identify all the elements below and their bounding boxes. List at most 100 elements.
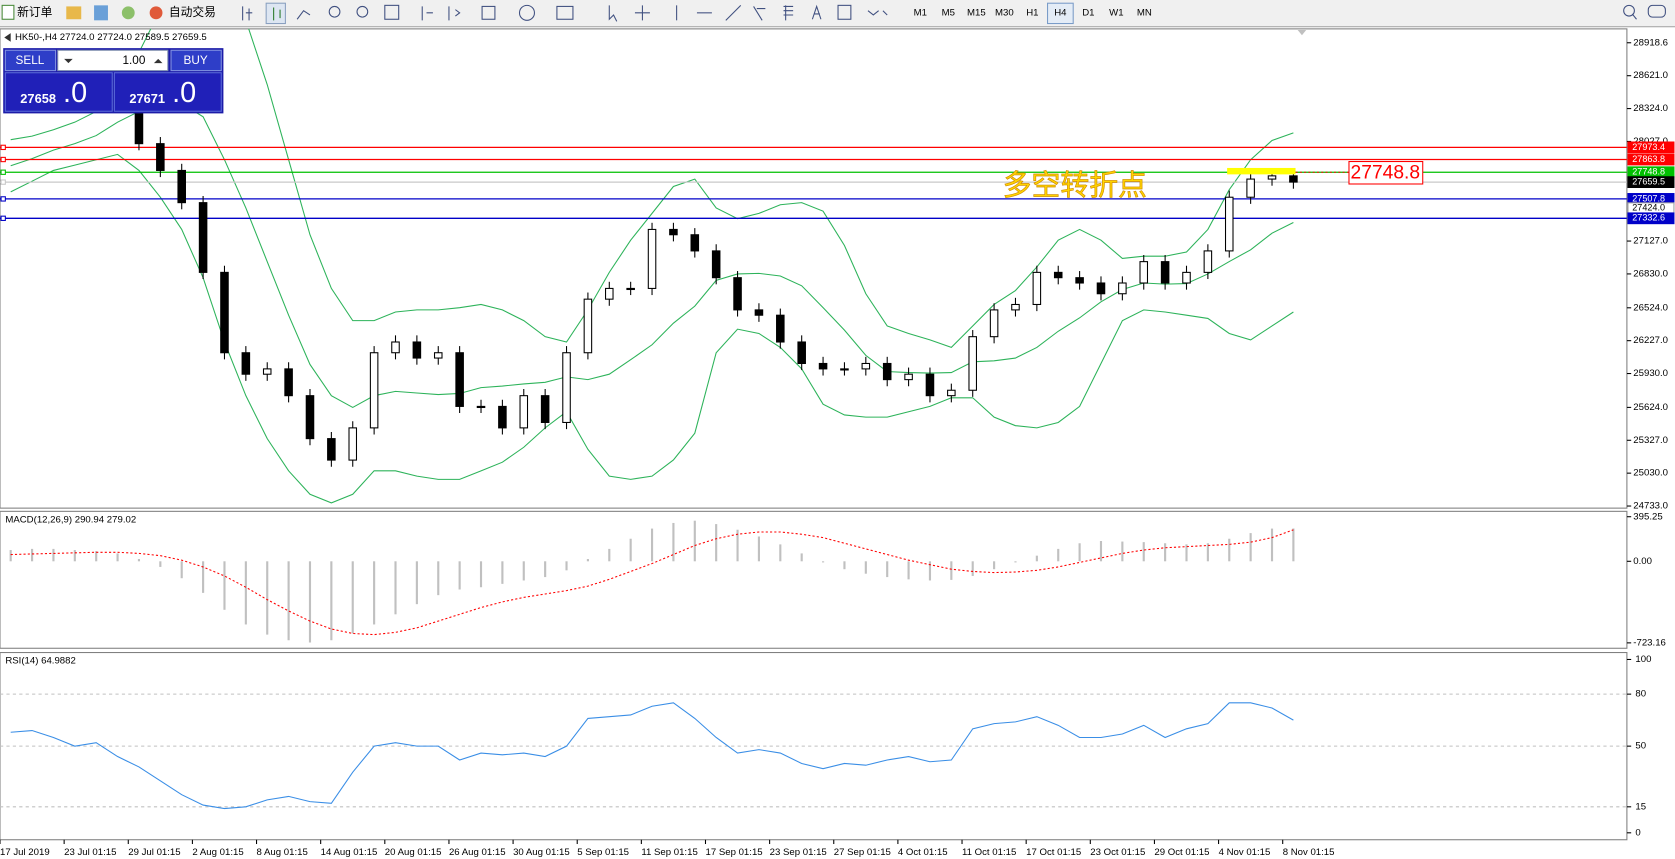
macd-bar: [993, 561, 996, 570]
candle-body: [348, 427, 358, 461]
zoom-in-icon[interactable]: [328, 5, 341, 18]
macd-bar: [1121, 541, 1124, 562]
candle-body: [1032, 271, 1042, 306]
chat-icon[interactable]: [1647, 4, 1666, 18]
zoom-out-icon[interactable]: [356, 5, 369, 18]
sell-price-point[interactable]: .0: [63, 77, 87, 109]
autoscroll-icon[interactable]: [421, 6, 433, 21]
lot-up[interactable]: [153, 58, 163, 64]
sell-price-box[interactable]: [4, 72, 113, 112]
period-icon[interactable]: [518, 4, 535, 21]
price-level-label: 27973.4: [1632, 142, 1665, 152]
auto-trade-button[interactable]: 自动交易: [169, 5, 216, 19]
macd-bar: [330, 561, 333, 641]
x-tick-label: 20 Aug 01:15: [385, 847, 442, 858]
sell-price[interactable]: 27658: [20, 91, 56, 106]
price-level-label: 27507.8: [1632, 193, 1665, 203]
candle-body: [519, 395, 529, 429]
shift-icon[interactable]: [448, 6, 461, 21]
candle-body: [840, 368, 849, 371]
fibo-icon[interactable]: [783, 5, 794, 21]
buy-label[interactable]: BUY: [184, 54, 208, 67]
timeframe-button[interactable]: D1: [1082, 7, 1094, 18]
lot-down[interactable]: [64, 58, 73, 64]
candle-body: [711, 250, 721, 279]
x-tick-label: 29 Jul 01:15: [128, 847, 180, 858]
candle-body: [733, 277, 742, 311]
macd-bar: [800, 553, 803, 562]
shapes-icon[interactable]: [867, 10, 888, 16]
candle-body: [647, 228, 657, 289]
lot-value[interactable]: 1.00: [123, 54, 146, 67]
timeframe-button[interactable]: W1: [1109, 7, 1123, 18]
text-a-icon[interactable]: [811, 4, 822, 20]
candle-body: [498, 405, 507, 429]
macd-bar: [928, 561, 932, 581]
candle-body: [284, 368, 293, 397]
sell-label[interactable]: SELL: [16, 54, 45, 67]
macd-bar: [1270, 528, 1274, 562]
x-tick-label: 2 Aug 01:15: [192, 847, 243, 858]
template-icon[interactable]: [556, 5, 574, 20]
candle-body: [605, 287, 614, 300]
timeframe-button[interactable]: M30: [995, 7, 1014, 18]
x-tick-label: 29 Oct 01:15: [1154, 847, 1209, 858]
buy-button[interactable]: [170, 49, 222, 72]
buy-price[interactable]: 27671: [129, 91, 165, 106]
timeframe-button[interactable]: M15: [967, 7, 986, 18]
label-icon[interactable]: [837, 4, 852, 20]
auto-trade-icon[interactable]: [149, 6, 163, 20]
tool-icon[interactable]: [66, 6, 82, 20]
y-tick-label: 24733.0: [1633, 501, 1668, 512]
macd-bar: [693, 520, 696, 562]
macd-bar: [479, 561, 483, 588]
macd-bar: [244, 561, 247, 625]
timeframe-button[interactable]: M5: [942, 7, 955, 18]
new-order-button[interactable]: 新订单: [17, 5, 52, 19]
active-timeframe-box[interactable]: [1047, 2, 1074, 25]
trendline-icon[interactable]: [725, 4, 742, 21]
price-level-label-box: [1627, 153, 1675, 166]
timeframe-button[interactable]: H1: [1026, 7, 1038, 18]
buy-price-point[interactable]: .0: [172, 77, 196, 109]
candle-icon[interactable]: [265, 2, 286, 25]
macd-bar: [73, 550, 76, 562]
macd-bar: [394, 561, 397, 615]
tile-icon[interactable]: [384, 4, 400, 20]
y-tick-label: 25624.0: [1633, 402, 1668, 413]
timeframe-bar: M1 M5 M15 M30 H1 H4 D1 W1 MN: [914, 2, 1152, 25]
buy-price-box[interactable]: [113, 72, 222, 112]
search-icon[interactable]: [1623, 4, 1635, 17]
candle-body: [1203, 250, 1213, 273]
candle-icon-marks: [273, 7, 281, 21]
timeframe-button[interactable]: M1: [914, 7, 927, 18]
sell-button[interactable]: [4, 49, 57, 72]
macd-bar: [522, 561, 525, 581]
x-tick-label: 5 Sep 01:15: [577, 847, 629, 858]
candle-body: [433, 352, 443, 359]
tool-icon[interactable]: [121, 6, 135, 20]
line-chart-icon[interactable]: [296, 9, 311, 20]
macd-bar: [266, 561, 269, 635]
rsi-title: RSI(14) 64.9882: [5, 656, 75, 667]
bollinger-band: [10, 28, 1294, 349]
macd-bar: [565, 561, 568, 571]
macd-bar: [30, 548, 34, 562]
macd-bar: [779, 544, 782, 562]
indicators-icon[interactable]: [481, 5, 496, 20]
y-tick-label: 28621.0: [1633, 70, 1668, 81]
new-order-icon[interactable]: [1, 4, 15, 20]
lot-input[interactable]: [57, 49, 169, 72]
crosshair-icon[interactable]: [634, 5, 650, 21]
candle-body: [1096, 282, 1106, 295]
timeframe-button[interactable]: MN: [1137, 7, 1152, 18]
channel-icon[interactable]: [753, 6, 766, 21]
cursor-icon[interactable]: [608, 5, 618, 22]
macd-bar: [437, 561, 440, 596]
timeframe-button[interactable]: H4: [1054, 7, 1067, 18]
bar-chart-icon[interactable]: [242, 6, 253, 21]
annotation-text: 多空转折点: [1003, 168, 1147, 202]
y-tick-label: 28027.0: [1633, 136, 1668, 147]
macd-bar: [223, 561, 226, 610]
tool-icon[interactable]: [94, 5, 108, 21]
